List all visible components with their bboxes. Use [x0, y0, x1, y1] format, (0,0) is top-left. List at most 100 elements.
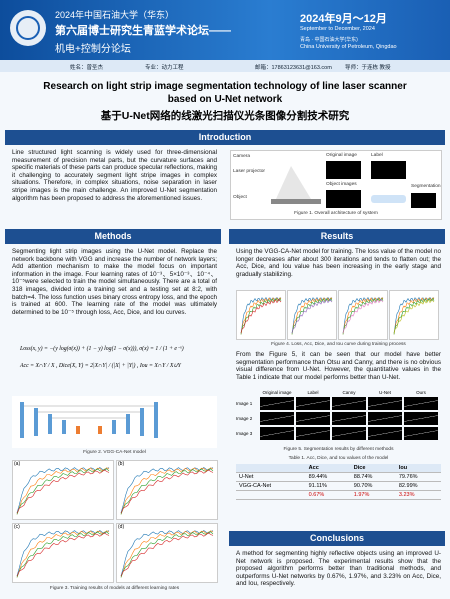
column-label: Label [307, 390, 319, 395]
figure-4 [236, 290, 441, 340]
curve [16, 468, 110, 515]
results-text: Using the VGG-CA-Net model for training.… [236, 248, 441, 278]
curve [120, 467, 214, 515]
section-heading: Methods [5, 229, 221, 244]
name: 姓名：曾圣杰 [70, 65, 104, 71]
curve [342, 297, 384, 335]
curve [120, 468, 214, 515]
equation: Loss(x, y) = −(y log(σ(x)) + (1 − y) log… [20, 346, 184, 352]
column-label: Ours [416, 390, 426, 395]
cell: 88.74% [350, 472, 396, 482]
column-label: U-Net [379, 390, 391, 395]
header-cell: Acc [305, 464, 351, 473]
title-zh: 基于U-Net网络的线激光扫描仪光条图像分割技术研究 [100, 110, 350, 122]
cell: VGG-CA-Net [236, 481, 306, 491]
chart-thumbnail [12, 460, 114, 520]
header-cell: Dice [350, 464, 396, 473]
curve [16, 530, 110, 577]
result-image [260, 397, 294, 410]
row-label: Image 3 [236, 431, 253, 436]
row-label: Image 1 [236, 401, 253, 406]
result-image [260, 412, 294, 425]
equation: Acc = X∩Y / X , Dice(X, Y) = 2|X∩Y| / (|… [20, 363, 181, 369]
curve [291, 298, 333, 335]
curve [16, 467, 110, 514]
forum-subtitle: 机电+控制分论坛 [55, 44, 131, 55]
header: 2024年中国石油大学（华东） 第六届博士研究生青蓝学术论坛—— 机电+控制分论… [0, 0, 450, 60]
curve [291, 297, 333, 335]
forum-year: 2024年中国石油大学（华东） [55, 10, 175, 20]
figure-1: Camera Laser projector Object Original i… [230, 150, 442, 220]
section-heading: Introduction [5, 130, 445, 145]
curve [120, 467, 214, 514]
result-image [404, 412, 438, 425]
curve [120, 530, 214, 577]
table-row: 0.67% 1.97% 3.23% [236, 490, 441, 500]
cell [236, 490, 306, 500]
info-bar: 姓名：曾圣杰 专业：动力工程 邮箱：17863123631@163.com 导师… [0, 60, 450, 72]
fig-label: Label [371, 153, 383, 158]
figure-caption: Figure 2. VGG-CA-Net model [83, 450, 146, 455]
curve [240, 298, 282, 335]
fig-image [326, 161, 361, 179]
result-image [368, 412, 402, 425]
curve [120, 532, 214, 577]
fig-label: Object images [326, 182, 357, 187]
intro-text: Line structured light scanning is widely… [12, 149, 217, 202]
chart-thumbnail [116, 523, 218, 583]
date: 2024年9月～12月 [300, 13, 387, 25]
curve [342, 298, 384, 335]
curve [120, 469, 214, 514]
figure-caption: Figure 5. Segmentation results by differ… [283, 447, 394, 452]
curve [16, 467, 110, 515]
result-image [404, 427, 438, 440]
result-image [368, 427, 402, 440]
table-row: U-Net 89.44% 88.74% 79.76% [236, 472, 441, 482]
fig-label: Segmentation [411, 184, 441, 189]
advisor: 导师：于连栋 教授 [345, 65, 391, 71]
curve [16, 532, 110, 577]
curve [291, 298, 333, 334]
panel-label: (a) [14, 461, 21, 467]
methods-text: Segmenting light strip images using the … [12, 248, 217, 316]
figure-3: (a) (b) (c) (d) [12, 460, 218, 584]
panel-label: (c) [14, 524, 20, 530]
cell: 82.99% [395, 481, 441, 491]
results-text: From the Figure 5, it can be seen that o… [236, 351, 441, 381]
cell: U-Net [236, 472, 306, 482]
cell: 3.23% [395, 490, 441, 500]
section-heading: Conclusions [229, 531, 445, 546]
fig-label: Original image [326, 153, 357, 158]
curve [240, 298, 282, 334]
logo [10, 10, 46, 46]
cell: 90.70% [350, 481, 396, 491]
row-label: Image 2 [236, 416, 253, 421]
curve [120, 531, 214, 578]
table-row: VGG-CA-Net 91.11% 90.70% 82.99% [236, 481, 441, 491]
cell: 91.11% [305, 481, 351, 491]
fig-label: Object [233, 195, 247, 200]
chart-thumbnail [116, 460, 218, 520]
panel-label: (d) [118, 524, 125, 530]
title-en: Research on light strip image segmentati… [43, 81, 407, 105]
curve [393, 298, 435, 335]
figure-caption: Figure 4. Loss, Acc, Dice, and Iou curve… [271, 342, 406, 347]
network-box [371, 195, 406, 203]
table-wrap: Acc Dice Iou U-Net 89.44% 88.74% 79.76% VGG-CA-… [236, 464, 441, 500]
chart-thumbnail [389, 290, 439, 340]
curve [120, 530, 214, 578]
table-header: Acc Dice Iou [236, 464, 441, 473]
date-en: September to December, 2024 [300, 26, 375, 32]
curve [16, 530, 110, 578]
result-image [296, 412, 330, 425]
result-image [296, 397, 330, 410]
cell: 79.76% [395, 472, 441, 482]
fig-image [326, 190, 361, 208]
location-en: China University of Petroleum, Qingdao [300, 44, 397, 50]
column-label: Original image [262, 390, 292, 395]
result-image [332, 412, 366, 425]
result-image [332, 427, 366, 440]
email: 邮箱：17863123631@163.com [255, 65, 332, 71]
figure-caption: Figure 1. Overall architecture of system [294, 211, 378, 216]
